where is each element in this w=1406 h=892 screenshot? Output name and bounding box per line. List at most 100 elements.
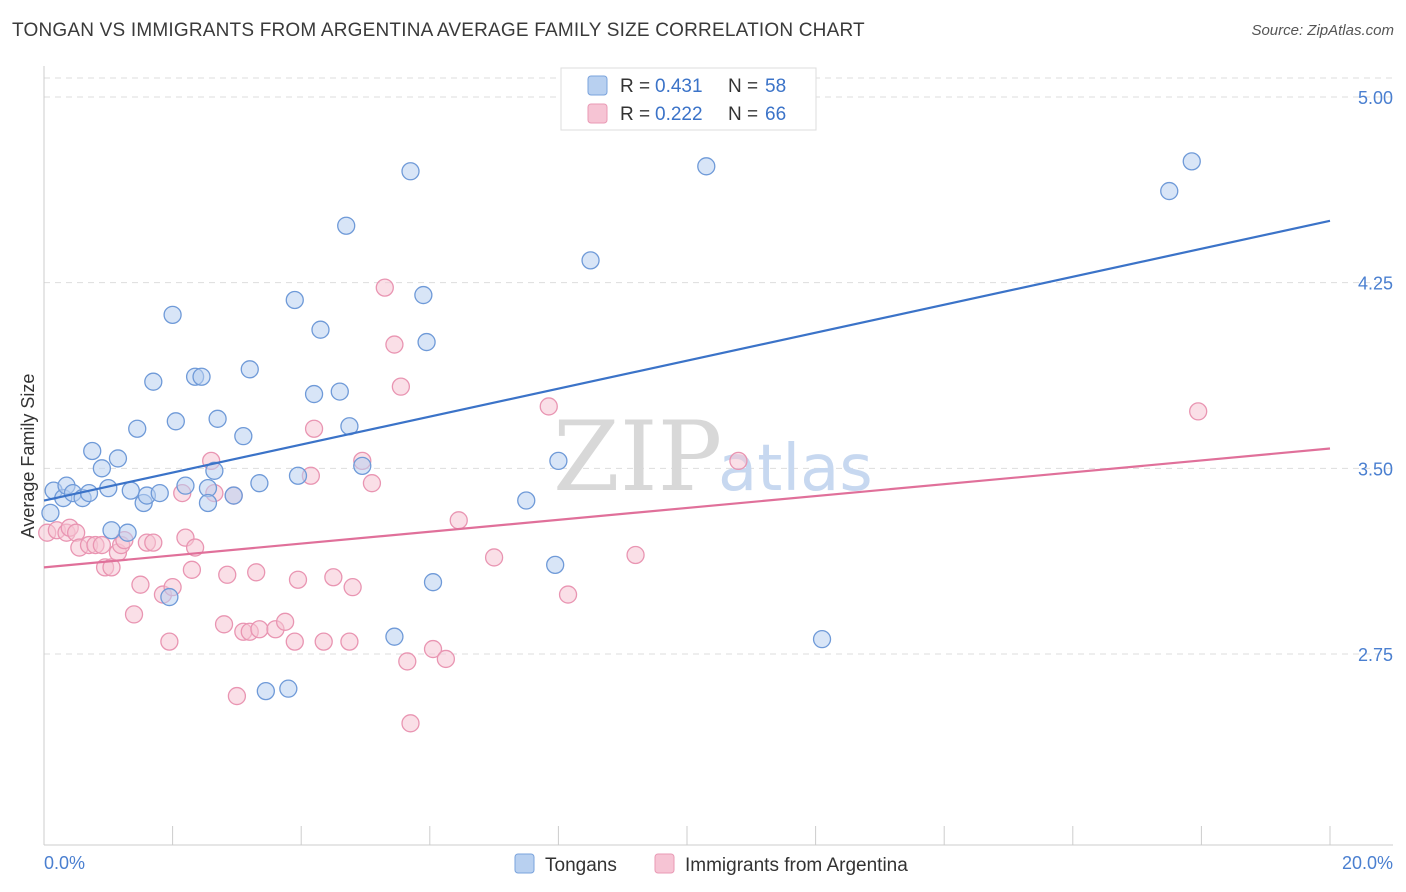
y-tick-label: 4.25 (1358, 274, 1393, 294)
y-tick-label: 5.00 (1358, 88, 1393, 108)
point-tongans (517, 491, 536, 510)
point-tongans (423, 573, 443, 592)
point-argentina (484, 548, 504, 567)
point-tongans (414, 285, 433, 305)
point-tongans (401, 162, 420, 181)
point-tongans (311, 320, 330, 339)
point-tongans (108, 449, 128, 468)
point-argentina (218, 565, 237, 584)
trend-lines (43, 219, 1331, 569)
legend-r-value-argentina: 0.222 (655, 104, 703, 125)
point-tongans (118, 523, 137, 542)
series-argentina-points (38, 278, 1208, 733)
point-argentina (275, 612, 295, 631)
point-argentina (160, 632, 179, 651)
legend-bottom: Tongans Immigrants from Argentina (514, 853, 908, 876)
point-tongans (417, 332, 436, 352)
bottom-legend-swatch-argentina (654, 853, 675, 874)
point-tongans (812, 629, 832, 649)
point-tongans (102, 521, 121, 540)
point-argentina (449, 511, 468, 530)
bottom-legend-label-argentina: Immigrants from Argentina (685, 855, 908, 876)
point-tongans (128, 419, 147, 438)
point-argentina (385, 335, 404, 354)
point-tongans (385, 627, 404, 646)
point-tongans (160, 587, 179, 607)
point-argentina (375, 278, 394, 297)
point-tongans (549, 451, 568, 471)
point-tongans (224, 486, 243, 505)
y-axis-label: Average Family Size (18, 374, 38, 539)
point-tongans (166, 412, 185, 431)
axes (43, 66, 1393, 846)
x-tick-label-max: 20.0% (1342, 853, 1393, 873)
point-argentina (626, 545, 645, 565)
point-tongans (208, 409, 227, 428)
point-argentina (729, 451, 748, 471)
legend-r-value-tongans: 0.431 (655, 76, 703, 97)
point-tongans (581, 251, 600, 270)
point-argentina (343, 578, 362, 597)
point-argentina (1189, 402, 1208, 421)
point-tongans (192, 367, 211, 386)
point-tongans (234, 427, 253, 446)
legend-n-value-tongans: 58 (765, 76, 786, 97)
point-argentina (250, 620, 269, 639)
point-argentina (182, 560, 202, 579)
point-tongans (83, 441, 102, 461)
point-tongans (279, 679, 298, 698)
point-argentina (401, 714, 420, 733)
watermark-zip: ZIP (553, 401, 722, 513)
point-argentina (247, 563, 266, 582)
legend-n-label-argentina: N = (728, 104, 758, 125)
point-tongans (330, 382, 349, 401)
bottom-legend-swatch-tongans (514, 853, 535, 874)
point-tongans (121, 481, 140, 500)
y-tick-label: 3.50 (1358, 459, 1393, 479)
point-argentina (314, 632, 333, 651)
point-tongans (304, 384, 324, 404)
point-argentina (227, 686, 247, 706)
y-tick-labels: 2.75 3.50 4.25 5.00 (1358, 88, 1393, 665)
point-argentina (144, 533, 163, 552)
point-tongans (150, 483, 169, 503)
series-tongans-points (41, 152, 1201, 701)
point-tongans (1160, 181, 1179, 201)
point-argentina (398, 652, 417, 671)
chart-source: Source: ZipAtlas.com (1251, 22, 1394, 39)
point-tongans (546, 555, 565, 575)
point-tongans (337, 216, 356, 235)
point-tongans (353, 456, 372, 476)
chart-title: TONGAN VS IMMIGRANTS FROM ARGENTINA AVER… (12, 20, 865, 41)
legend-n-label-tongans: N = (728, 76, 758, 97)
point-tongans (92, 459, 112, 478)
bottom-legend-label-tongans: Tongans (545, 855, 617, 876)
point-tongans (240, 360, 259, 379)
point-argentina (558, 585, 578, 604)
point-argentina (285, 632, 304, 651)
legend-swatch-argentina (587, 103, 608, 124)
y-tick-label: 2.75 (1358, 645, 1393, 665)
point-argentina (304, 419, 324, 438)
point-argentina (362, 474, 382, 493)
point-argentina (288, 570, 308, 589)
point-argentina (131, 575, 150, 594)
point-tongans (163, 305, 182, 324)
point-tongans (697, 157, 716, 176)
point-argentina (539, 397, 558, 416)
point-argentina (340, 632, 359, 651)
point-tongans (288, 466, 308, 485)
point-tongans (256, 681, 275, 701)
legend-top: R = 0.431 N = 58 R = 0.222 N = 66 (560, 67, 817, 131)
point-argentina (214, 615, 234, 634)
point-tongans (285, 290, 304, 310)
point-tongans (144, 372, 163, 391)
legend-n-value-argentina: 66 (765, 104, 786, 125)
point-tongans (205, 461, 224, 480)
point-argentina (67, 523, 86, 542)
trend-line-tongans (43, 219, 1331, 502)
legend-r-label-argentina: R = (620, 104, 650, 125)
point-argentina (436, 649, 456, 669)
point-argentina (185, 538, 205, 557)
